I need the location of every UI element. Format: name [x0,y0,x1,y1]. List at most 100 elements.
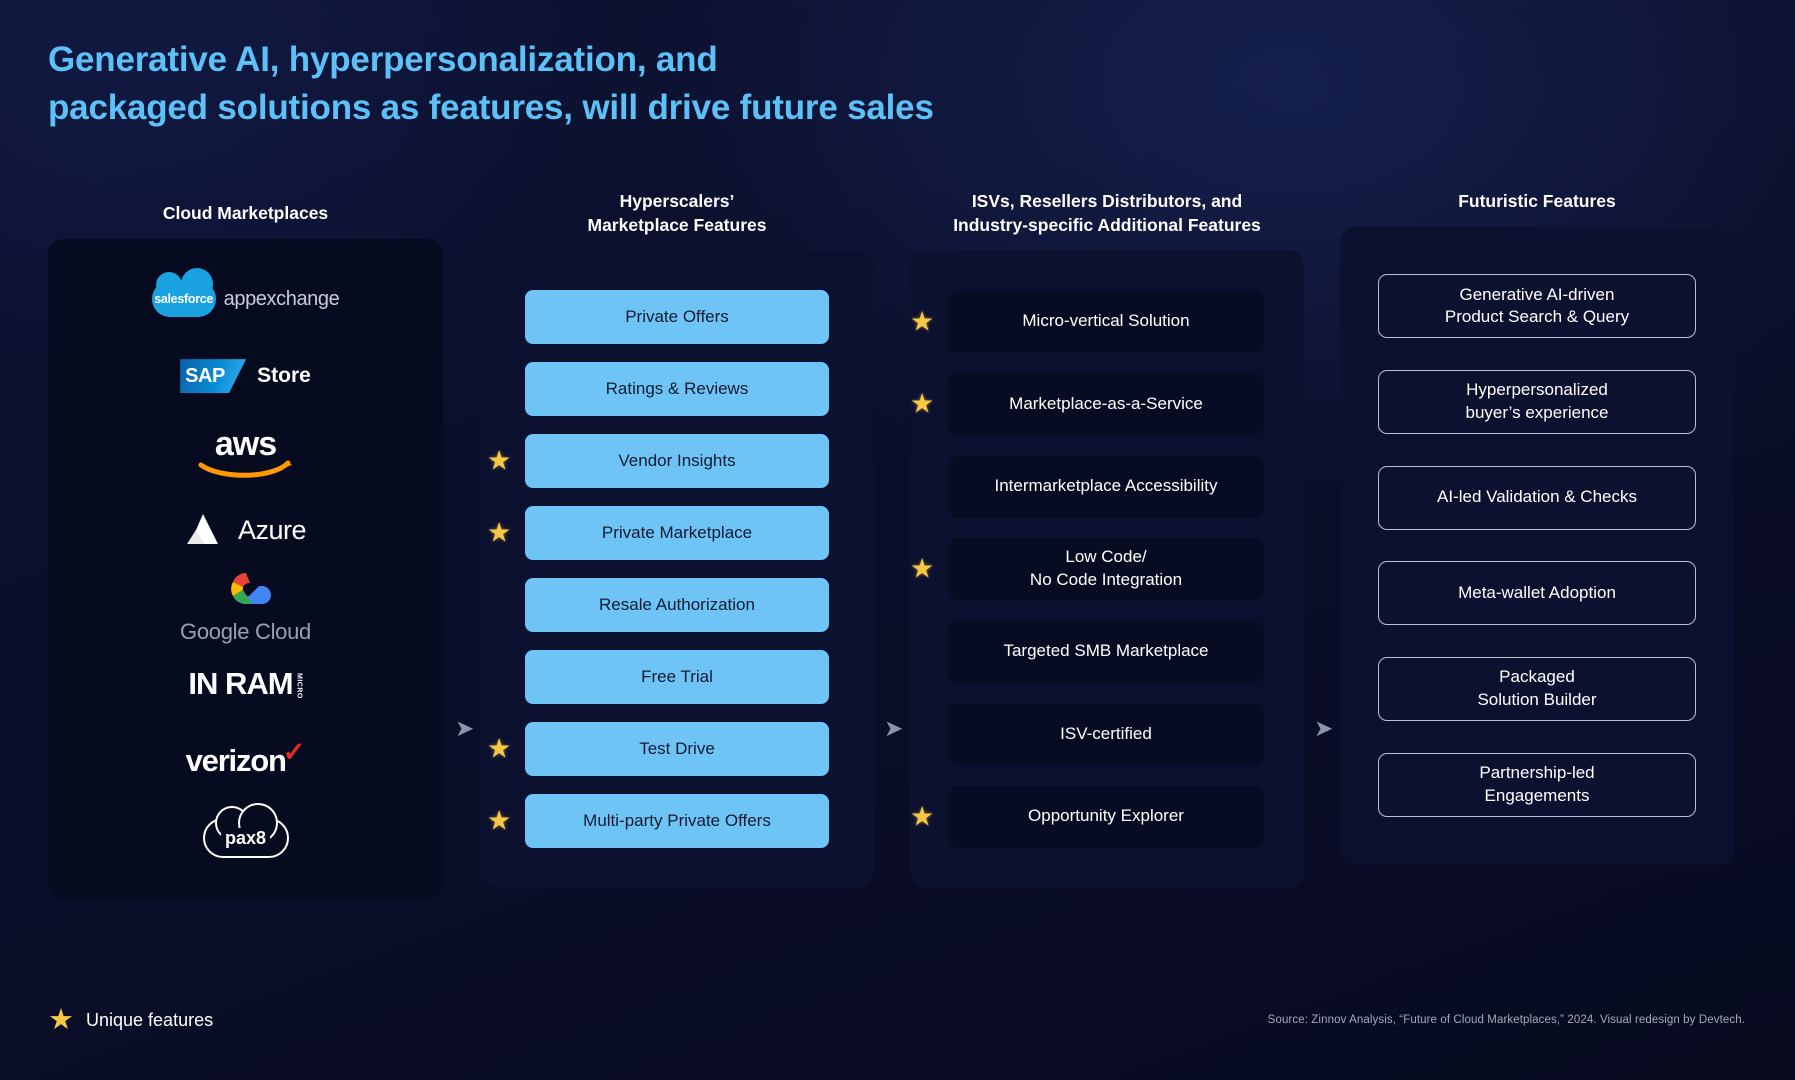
ingram-micro-sublabel: MICRO [295,673,303,700]
flow-arrow-icon: ➤ [455,715,475,741]
column-heading-line-1: Hyperscalers’ [619,191,735,211]
column-futuristic-features: Futuristic Features Generative AI-driven… [1340,190,1734,865]
salesforce-cloud-icon: salesforce [151,268,216,318]
sap-mark-icon: SAP [180,359,247,394]
feature-label: Packaged Solution Builder [1477,667,1597,710]
salesforce-appexchange-logo: salesforce appexchange [151,268,340,318]
feature-chip[interactable]: AI-led Validation & Checks [1378,465,1696,530]
diagram-board: Cloud Marketplaces salesforce appexchang… [0,190,1795,950]
aws-wordmark: aws [214,425,277,464]
pax8-logo: pax8 [202,803,289,859]
feature-chip[interactable]: Intermarketplace Accessibility [948,455,1264,518]
column-heading-line-1: Cloud Marketplaces [162,203,329,223]
feature-chip[interactable]: Resale Authorization [525,578,829,633]
feature-chip[interactable]: Partnership-led Engagements [1378,752,1696,817]
star-icon: ★ [910,801,935,832]
star-icon: ★ [487,517,512,548]
star-icon: ★ [910,306,935,337]
panel-cloud-marketplaces: salesforce appexchange SAP Store aws [48,238,443,899]
feature-label: Vendor Insights [618,451,736,471]
star-icon: ★ [48,1004,74,1036]
feature-chip[interactable]: Ratings & Reviews [525,362,829,417]
google-cloud-logo: Google Cloud [180,569,311,645]
sap-store-logo: SAP Store [180,359,311,394]
feature-label: ISV-certified [1060,723,1152,743]
feature-label: Partnership-led Engagements [1479,762,1595,805]
appexchange-wordmark: appexchange [223,287,340,310]
feature-chip[interactable]: ISV-certified [948,703,1264,766]
feature-chip[interactable]: Meta-wallet Adoption [1378,561,1696,626]
star-icon: ★ [910,553,935,584]
google-cloud-wordmark: Google Cloud [180,619,311,645]
legend: ★ Unique features [48,1006,213,1035]
star-icon: ★ [487,733,512,764]
logo-item: IN RAM MICRO [48,652,443,716]
feature-chip[interactable]: Free Trial [525,650,829,705]
feature-label: Hyperpersonalized buyer’s experience [1465,380,1609,423]
feature-chip[interactable]: ★ Private Marketplace [487,506,829,561]
column-heading-line-2: Industry-specific Additional Features [953,214,1261,235]
feature-chip[interactable]: ★ Test Drive [487,722,829,777]
feature-label: Test Drive [639,739,715,759]
feature-label: Micro-vertical Solution [1022,311,1190,331]
feature-label: Multi-party Private Offers [583,811,771,831]
feature-chip[interactable]: ★ Micro-vertical Solution [910,290,1264,353]
feature-label: Intermarketplace Accessibility [994,476,1218,496]
logo-item: salesforce appexchange [48,267,443,331]
feature-chip[interactable]: Generative AI-driven Product Search & Que… [1378,274,1696,339]
feature-chip[interactable]: ★ Multi-party Private Offers [487,794,829,849]
feature-chip[interactable]: Targeted SMB Marketplace [948,620,1264,683]
feature-chip[interactable]: Hyperpersonalized buyer’s experience [1378,370,1696,435]
pax8-wordmark: pax8 [220,827,271,849]
column-heading-line-1: Futuristic Features [1458,191,1616,211]
star-icon: ★ [487,805,512,836]
legend-label: Unique features [86,1010,214,1030]
verizon-check-icon: ✓ [282,737,306,768]
feature-chip[interactable]: ★ Marketplace-as-a-Service [910,373,1264,436]
feature-label: Opportunity Explorer [1028,806,1184,826]
ingram-micro-logo: IN RAM MICRO [188,666,302,702]
feature-chip[interactable]: ★ Vendor Insights [487,434,829,489]
logo-item: aws [48,421,443,485]
ingram-wordmark: IN RAM [188,666,293,702]
feature-chip[interactable]: Packaged Solution Builder [1378,657,1696,722]
google-cloud-mark-icon [230,573,271,605]
page-title: Generative AI, hyperpersonalization, and… [48,36,934,132]
feature-chip[interactable]: Private Offers [525,290,829,345]
column-heading-futuristic: Futuristic Features [1340,190,1734,214]
aws-logo: aws [198,427,294,479]
flow-arrow-icon: ➤ [884,715,904,741]
panel-hyperscalers-features: Private Offers Ratings & Reviews ★ Vendor… [480,250,874,889]
azure-logo: Azure [185,512,307,548]
feature-label: Private Marketplace [601,523,753,543]
column-heading-line-2: Marketplace Features [587,214,767,235]
amazon-smile-icon [198,460,292,478]
feature-label: Resale Authorization [599,595,755,615]
column-heading-line-1: ISVs, Resellers Distributors, and [971,191,1243,211]
sap-wordmark: SAP [185,364,225,387]
column-heading-hyperscalers: Hyperscalers’ Marketplace Features [480,190,874,237]
feature-label: AI-led Validation & Checks [1436,487,1637,507]
feature-label: Private Offers [625,307,729,327]
feature-label: Low Code/No Code Integration [1029,547,1183,590]
feature-label: Meta-wallet Adoption [1458,582,1616,602]
flow-arrow-icon: ➤ [1314,715,1334,741]
panel-isvs-resellers: ★ Micro-vertical Solution ★ Marketplace-as… [910,250,1304,889]
feature-label: Marketplace-as-a-Service [1009,393,1203,413]
feature-chip[interactable]: ★ Opportunity Explorer [910,785,1264,848]
feature-label: Targeted SMB Marketplace [1003,641,1209,661]
logo-item: Azure [48,498,443,562]
column-heading-cloud-marketplaces: Cloud Marketplaces [48,190,443,226]
feature-label: Ratings & Reviews [605,379,749,399]
feature-chip[interactable]: ★ Low Code/No Code Integration [910,538,1264,601]
star-icon: ★ [487,445,512,476]
page-title-line-2: packaged solutions as features, will dri… [48,87,934,127]
column-hyperscalers-features: Hyperscalers’ Marketplace Features Priva… [480,190,874,889]
logo-item: Google Cloud [48,573,443,644]
panel-futuristic-features: Generative AI-driven Product Search & Que… [1340,226,1734,865]
sap-store-label: Store [257,364,311,388]
star-icon: ★ [910,388,935,419]
verizon-wordmark: verizon [185,743,287,779]
logo-item: verizon ✓ [48,729,443,793]
feature-label: Free Trial [641,667,713,687]
